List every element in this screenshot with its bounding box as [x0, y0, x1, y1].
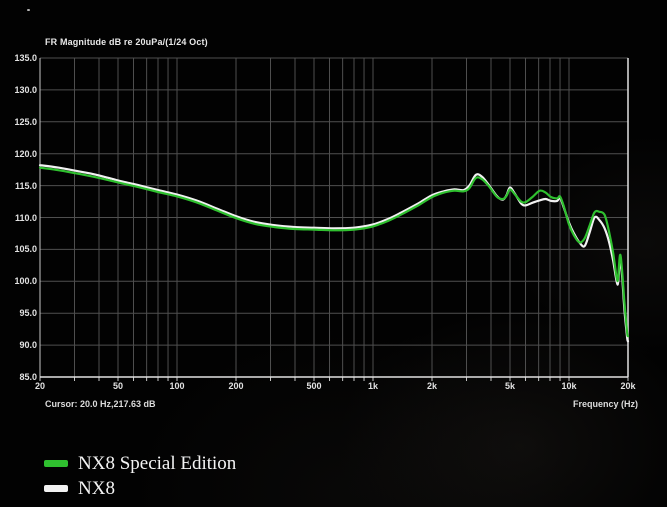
x-tick-5k: 5k	[504, 381, 515, 391]
y-tick-105.0: 105.0	[14, 244, 37, 255]
y-tick-135.0: 135.0	[14, 53, 37, 63]
legend-item-nx8[interactable]: NX8	[44, 476, 236, 501]
x-axis-title: Frequency (Hz)	[572, 399, 638, 409]
chart-title: FR Magnitude dB re 20uPa/(1/24 Oct)	[45, 37, 208, 47]
y-tick-115.0: 115.0	[14, 180, 37, 191]
y-tick-95.0: 95.0	[19, 308, 37, 319]
legend: NX8 Special Edition NX8	[44, 451, 236, 501]
x-tick-50: 50	[112, 381, 123, 391]
legend-label-nx8-special-edition: NX8 Special Edition	[78, 453, 237, 474]
x-tick-2k: 2k	[426, 381, 437, 391]
legend-swatch-green	[44, 460, 68, 467]
x-tick-10k: 10k	[561, 381, 577, 391]
y-tick-100.0: 100.0	[14, 276, 37, 287]
y-tick-90.0: 90.0	[19, 340, 37, 351]
y-tick-120.0: 120.0	[14, 148, 37, 159]
y-tick-110.0: 110.0	[14, 212, 37, 223]
y-tick-125.0: 125.0	[14, 116, 37, 127]
x-tick-100: 100	[169, 381, 185, 391]
x-tick-200: 200	[228, 381, 244, 391]
legend-item-nx8-special-edition[interactable]: NX8 Special Edition	[44, 451, 236, 476]
legend-swatch-white	[44, 485, 68, 492]
cursor-readout: Cursor: 20.0 Hz,217.63 dB	[45, 399, 156, 409]
y-tick-130.0: 130.0	[14, 84, 37, 95]
legend-label-nx8: NX8	[78, 478, 115, 499]
x-tick-20k: 20k	[620, 381, 636, 391]
x-tick-20: 20	[34, 381, 45, 391]
dust-speck	[27, 9, 30, 11]
x-tick-1k: 1k	[367, 381, 378, 391]
series-nx8-special-edition	[38, 166, 630, 338]
y-tick-85.0: 85.0	[19, 372, 37, 382]
x-tick-500: 500	[306, 381, 322, 391]
